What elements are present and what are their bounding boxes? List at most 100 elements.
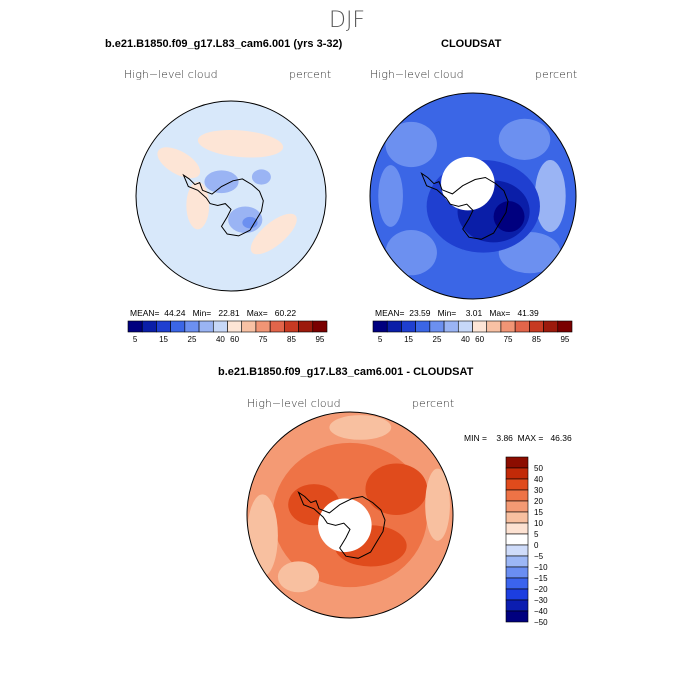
- map-border: [135, 100, 327, 292]
- diff-units-label: percent: [412, 397, 455, 410]
- colorbar-tick-label: 60: [230, 335, 239, 344]
- colorbar-tick-label: 75: [504, 335, 513, 344]
- colorbar-swatch: [227, 320, 243, 333]
- colorbar-tick-label: −15: [534, 574, 548, 583]
- contour-region: [157, 147, 201, 179]
- colorbar-swatch: [443, 320, 459, 333]
- colorbar-tick-label: 85: [532, 335, 541, 344]
- map-border: [246, 411, 454, 619]
- colorbar-tick-label: 95: [315, 335, 324, 344]
- colorbar-tick-label: −30: [534, 596, 548, 605]
- colorbar-swatch: [505, 555, 529, 568]
- colorbar-swatch: [543, 320, 559, 333]
- colorbar-tick-label: 0: [534, 541, 539, 550]
- obs-stats: MEAN= 23.59 Min= 3.01 Max= 41.39: [375, 308, 539, 318]
- model-map: [135, 100, 327, 292]
- colorbar-tick-label: 75: [259, 335, 268, 344]
- colorbar-tick-label: −40: [534, 607, 548, 616]
- colorbar-swatch: [505, 511, 529, 524]
- colorbar-tick-label: 25: [433, 335, 442, 344]
- contour-region: [329, 415, 392, 440]
- colorbar-tick-label: 5: [133, 335, 138, 344]
- colorbar-swatch: [141, 320, 157, 333]
- colorbar-swatch: [212, 320, 228, 333]
- colorbar-tick-label: 50: [534, 464, 543, 473]
- colorbar-swatch: [298, 320, 314, 333]
- colorbar-swatch: [241, 320, 257, 333]
- colorbar-swatch: [184, 320, 200, 333]
- colorbar-swatch: [486, 320, 502, 333]
- obs-map: [369, 92, 577, 300]
- model-colorbar: 5 15 25 40 60 75 85 95: [127, 320, 328, 344]
- colorbar-tick-label: 25: [188, 335, 197, 344]
- colorbar-tick-label: −20: [534, 585, 548, 594]
- contour-region: [385, 229, 437, 276]
- diff-stats: MIN = 3.86 MAX = 46.36: [464, 433, 572, 443]
- obs-panel-title: CLOUDSAT: [441, 38, 502, 50]
- antarctica-coastline: [182, 173, 264, 237]
- colorbar-tick-label: −10: [534, 563, 548, 572]
- colorbar-swatch: [557, 320, 573, 333]
- contour-region: [247, 494, 278, 577]
- antarctica-coastline: [420, 171, 509, 240]
- model-panel-title: b.e21.B1850.f09_g17.L83_cam6.001 (yrs 3-…: [105, 38, 343, 50]
- colorbar-swatch: [505, 566, 529, 579]
- colorbar-swatch: [429, 320, 445, 333]
- colorbar-swatch: [505, 500, 529, 513]
- colorbar-tick-label: −50: [534, 618, 548, 627]
- colorbar-tick-label: 95: [560, 335, 569, 344]
- colorbar-swatch: [505, 533, 529, 546]
- contour-region: [197, 129, 284, 158]
- colorbar-swatch: [529, 320, 544, 333]
- colorbar-tick-label: 60: [475, 335, 484, 344]
- contour-region: [493, 201, 525, 233]
- model-units-label: percent: [289, 68, 332, 81]
- contour-region: [378, 165, 403, 227]
- map-border: [369, 92, 577, 300]
- contour-region: [425, 468, 450, 541]
- page-title: DJF: [329, 8, 366, 33]
- colorbar-swatch: [472, 320, 488, 333]
- colorbar-swatch: [386, 320, 402, 333]
- colorbar-swatch: [500, 320, 516, 333]
- colorbar-swatch: [505, 577, 529, 590]
- colorbar-swatch: [514, 320, 530, 333]
- colorbar-tick-label: 30: [534, 486, 543, 495]
- colorbar-tick-label: 85: [287, 335, 296, 344]
- colorbar-swatch: [505, 522, 529, 535]
- contour-region: [277, 561, 320, 593]
- diff-panel-title: b.e21.B1850.f09_g17.L83_cam6.001 - CLOUD…: [218, 366, 474, 378]
- colorbar-tick-label: 40: [216, 335, 225, 344]
- colorbar-tick-label: 15: [404, 335, 413, 344]
- missing-data-hole: [318, 498, 372, 553]
- colorbar-swatch: [505, 544, 529, 557]
- model-stats: MEAN= 44.24 Min= 22.81 Max= 60.22: [130, 308, 297, 318]
- contour-region: [250, 213, 297, 255]
- colorbar-swatch: [457, 320, 473, 333]
- colorbar-swatch: [156, 320, 171, 333]
- colorbar-swatch: [312, 320, 328, 333]
- contour-region: [385, 121, 437, 168]
- contour-region: [186, 181, 210, 230]
- colorbar-swatch: [505, 610, 529, 623]
- contour-region: [242, 216, 258, 229]
- colorbar-tick-label: 10: [534, 519, 543, 528]
- colorbar-tick-label: 20: [534, 497, 543, 506]
- colorbar-tick-label: 15: [159, 335, 168, 344]
- obs-units-label: percent: [535, 68, 578, 81]
- colorbar-tick-label: 5: [534, 530, 539, 539]
- colorbar-swatch: [415, 320, 431, 333]
- contour-region: [534, 159, 566, 233]
- colorbar-swatch: [198, 320, 214, 333]
- colorbar-swatch: [505, 467, 529, 480]
- colorbar-swatch: [170, 320, 186, 333]
- colorbar-swatch: [505, 456, 529, 469]
- contour-region: [204, 170, 239, 194]
- colorbar-swatch: [401, 320, 416, 333]
- diff-variable-label: High−level cloud: [247, 397, 341, 410]
- colorbar-tick-label: 5: [378, 335, 383, 344]
- contour-region: [498, 118, 551, 160]
- colorbar-swatch: [505, 489, 529, 502]
